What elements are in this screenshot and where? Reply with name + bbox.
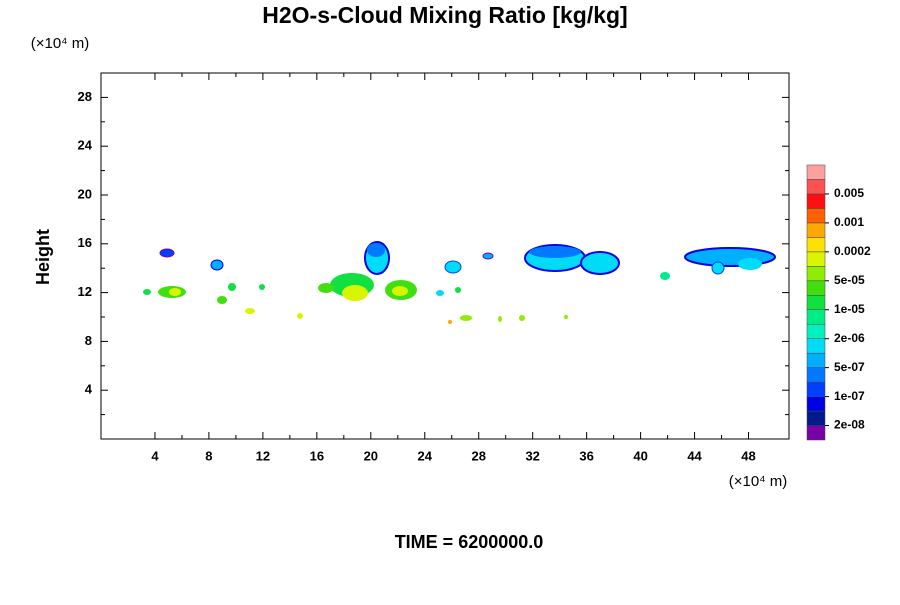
y-tick-label: 12: [78, 284, 92, 299]
colorbar-swatch: [806, 410, 826, 426]
colorbar-label: 0.001: [834, 215, 864, 229]
x-tick-label: 40: [633, 448, 647, 463]
colorbar-swatch: [806, 280, 826, 296]
colorbar-swatch: [806, 251, 826, 267]
colorbar-swatch: [806, 193, 826, 209]
colorbar-swatch: [806, 367, 826, 383]
colorbar-label: 0.005: [834, 186, 864, 200]
x-tick-label: 20: [364, 448, 378, 463]
x-tick-label: 8: [205, 448, 212, 463]
colorbar-label: 5e-07: [834, 360, 865, 374]
y-tick-label: 8: [85, 333, 92, 348]
colorbar-swatch: [806, 222, 826, 238]
x-tick-label: 24: [418, 448, 433, 463]
colorbar-swatch: [806, 381, 826, 397]
x-tick-label: 28: [471, 448, 485, 463]
colorbar-label: 2e-06: [834, 331, 865, 345]
colorbar-swatch: [806, 295, 826, 310]
y-unit: (×10⁴ m): [31, 35, 90, 52]
y-tick-label: 16: [78, 235, 92, 250]
colorbar-swatch: [806, 208, 826, 224]
colorbar-label: 0.0002: [834, 244, 871, 258]
x-tick-label: 48: [741, 448, 755, 463]
time-label: TIME = 6200000.0: [395, 532, 544, 552]
y-tick-label: 4: [85, 382, 93, 397]
y-axis-label: Height: [33, 229, 53, 285]
colorbar-swatch: [806, 164, 826, 180]
colorbar-label: 2e-08: [834, 418, 865, 432]
colorbar-label: 1e-07: [834, 389, 865, 403]
colorbar-swatch: [806, 309, 826, 325]
colorbar-label: 1e-05: [834, 302, 865, 316]
x-tick-label: 16: [310, 448, 324, 463]
colorbar-swatch: [806, 237, 826, 253]
y-tick-label: 28: [78, 89, 92, 104]
chart-title: H2O-s-Cloud Mixing Ratio [kg/kg]: [262, 2, 627, 28]
x-tick-label: 36: [579, 448, 593, 463]
y-tick-label: 20: [78, 186, 92, 201]
x-tick-label: 32: [525, 448, 539, 463]
x-unit: (×10⁴ m): [729, 473, 788, 490]
colorbar-swatch: [806, 266, 826, 282]
plot-frame: [100, 72, 790, 440]
colorbar-swatch: [806, 425, 826, 441]
colorbar-swatch: [806, 338, 826, 354]
cloud-field: [143, 241, 776, 324]
colorbar-swatch: [806, 323, 826, 339]
colorbar-swatch: [806, 179, 826, 195]
x-tick-label: 4: [151, 448, 159, 463]
colorbar-swatch: [806, 352, 826, 368]
x-tick-label: 44: [687, 448, 702, 463]
colorbar-label: 5e-05: [834, 273, 865, 287]
colorbar-swatch: [806, 396, 826, 412]
x-tick-label: 12: [256, 448, 270, 463]
y-tick-label: 24: [78, 138, 93, 153]
